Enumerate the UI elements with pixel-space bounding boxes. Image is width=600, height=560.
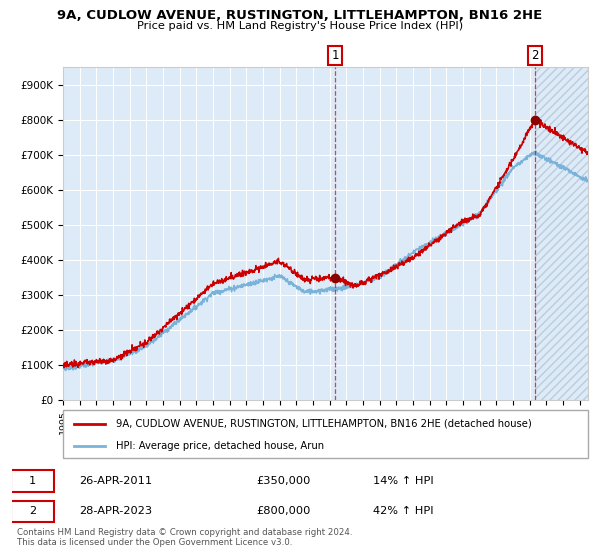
Text: Contains HM Land Registry data © Crown copyright and database right 2024.
This d: Contains HM Land Registry data © Crown c…: [17, 528, 352, 547]
FancyBboxPatch shape: [11, 470, 55, 492]
Text: 2: 2: [29, 506, 36, 516]
Text: £800,000: £800,000: [256, 506, 311, 516]
Text: 42% ↑ HPI: 42% ↑ HPI: [373, 506, 433, 516]
Text: 14% ↑ HPI: 14% ↑ HPI: [373, 476, 434, 486]
Text: 9A, CUDLOW AVENUE, RUSTINGTON, LITTLEHAMPTON, BN16 2HE (detached house): 9A, CUDLOW AVENUE, RUSTINGTON, LITTLEHAM…: [115, 419, 531, 429]
Text: 2: 2: [531, 49, 539, 62]
Text: 9A, CUDLOW AVENUE, RUSTINGTON, LITTLEHAMPTON, BN16 2HE: 9A, CUDLOW AVENUE, RUSTINGTON, LITTLEHAM…: [58, 9, 542, 22]
Text: 1: 1: [29, 476, 36, 486]
FancyBboxPatch shape: [11, 501, 55, 522]
Text: 28-APR-2023: 28-APR-2023: [79, 506, 152, 516]
Text: 26-APR-2011: 26-APR-2011: [79, 476, 152, 486]
Text: HPI: Average price, detached house, Arun: HPI: Average price, detached house, Arun: [115, 441, 323, 451]
Text: £350,000: £350,000: [256, 476, 311, 486]
Text: 1: 1: [331, 49, 339, 62]
Text: Price paid vs. HM Land Registry's House Price Index (HPI): Price paid vs. HM Land Registry's House …: [137, 21, 463, 31]
FancyBboxPatch shape: [63, 410, 588, 458]
Bar: [535, 67, 588, 400]
